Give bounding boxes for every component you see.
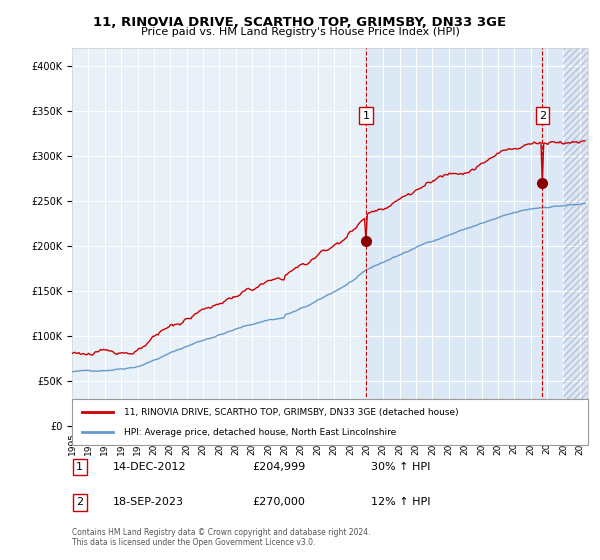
Bar	[366, 48, 588, 426]
Text: 2: 2	[76, 497, 83, 507]
Bar	[563, 48, 588, 426]
Text: £270,000: £270,000	[253, 497, 305, 507]
Text: Contains HM Land Registry data © Crown copyright and database right 2024.
This d: Contains HM Land Registry data © Crown c…	[72, 528, 371, 547]
Text: HPI: Average price, detached house, North East Lincolnshire: HPI: Average price, detached house, Nort…	[124, 428, 396, 437]
Text: 14-DEC-2012: 14-DEC-2012	[113, 462, 187, 472]
Text: 1: 1	[76, 462, 83, 472]
FancyBboxPatch shape	[72, 399, 588, 445]
Text: 18-SEP-2023: 18-SEP-2023	[113, 497, 184, 507]
Text: £204,999: £204,999	[253, 462, 306, 472]
Text: 11, RINOVIA DRIVE, SCARTHO TOP, GRIMSBY, DN33 3GE: 11, RINOVIA DRIVE, SCARTHO TOP, GRIMSBY,…	[94, 16, 506, 29]
Text: 1: 1	[363, 111, 370, 120]
Text: Price paid vs. HM Land Registry's House Price Index (HPI): Price paid vs. HM Land Registry's House …	[140, 27, 460, 37]
Text: 2: 2	[539, 111, 546, 120]
Text: 12% ↑ HPI: 12% ↑ HPI	[371, 497, 431, 507]
Text: 30% ↑ HPI: 30% ↑ HPI	[371, 462, 431, 472]
Text: 11, RINOVIA DRIVE, SCARTHO TOP, GRIMSBY, DN33 3GE (detached house): 11, RINOVIA DRIVE, SCARTHO TOP, GRIMSBY,…	[124, 408, 458, 417]
